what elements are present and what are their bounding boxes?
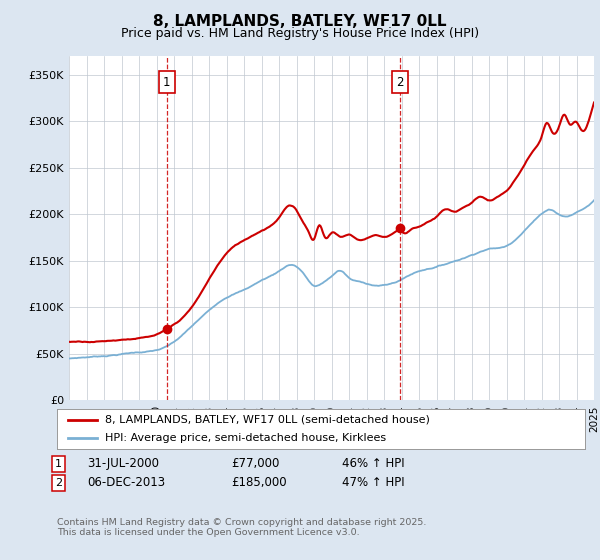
Text: 46% ↑ HPI: 46% ↑ HPI [342,457,404,470]
Text: £185,000: £185,000 [231,476,287,489]
Text: 1: 1 [163,76,170,88]
Text: Contains HM Land Registry data © Crown copyright and database right 2025.
This d: Contains HM Land Registry data © Crown c… [57,518,427,538]
Text: HPI: Average price, semi-detached house, Kirklees: HPI: Average price, semi-detached house,… [104,433,386,443]
Text: Price paid vs. HM Land Registry's House Price Index (HPI): Price paid vs. HM Land Registry's House … [121,27,479,40]
Text: £77,000: £77,000 [231,457,280,470]
Text: 2: 2 [55,478,62,488]
Text: 47% ↑ HPI: 47% ↑ HPI [342,476,404,489]
Text: 8, LAMPLANDS, BATLEY, WF17 0LL: 8, LAMPLANDS, BATLEY, WF17 0LL [153,14,447,29]
Text: 31-JUL-2000: 31-JUL-2000 [87,457,159,470]
Text: 1: 1 [55,459,62,469]
Text: 2: 2 [397,76,404,88]
Text: 8, LAMPLANDS, BATLEY, WF17 0LL (semi-detached house): 8, LAMPLANDS, BATLEY, WF17 0LL (semi-det… [104,415,430,424]
Text: 06-DEC-2013: 06-DEC-2013 [87,476,165,489]
